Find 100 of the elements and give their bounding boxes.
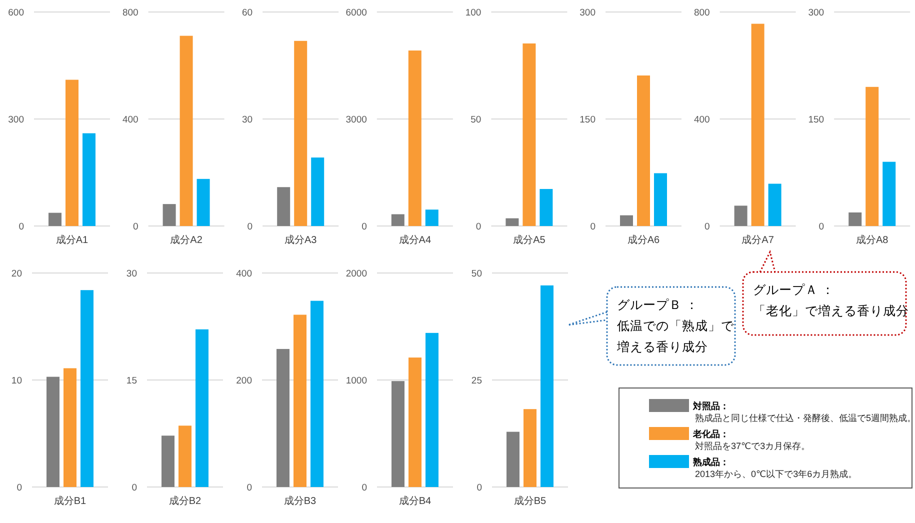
x-tick-label: 成分A1 (56, 234, 89, 246)
x-tick-label: 成分A5 (513, 234, 546, 246)
bar (524, 409, 536, 487)
y-tick-label: 60 (242, 8, 253, 18)
y-tick-label: 800 (122, 8, 138, 18)
y-tick-label: 400 (122, 114, 138, 126)
text: グループＢ ： (617, 298, 698, 312)
bar (48, 212, 62, 226)
bar (162, 204, 176, 226)
bar (522, 43, 536, 226)
y-tick-label: 600 (8, 8, 24, 18)
text: 対照品を37℃で3カ月保存。 (695, 441, 810, 451)
y-tick-label: 150 (580, 114, 596, 126)
y-tick-label: 150 (808, 114, 824, 126)
y-tick-label: 50 (471, 268, 482, 280)
y-tick-label: 200 (236, 376, 252, 386)
bar (82, 133, 96, 226)
x-tick-label: 成分A7 (742, 234, 774, 246)
y-tick-label: 300 (8, 114, 24, 126)
y-tick-label: 0 (16, 482, 22, 494)
legend-label: 熟成品： (692, 457, 729, 467)
y-tick-label: 0 (476, 482, 482, 494)
bar (751, 24, 764, 226)
x-tick-label: 成分A6 (627, 234, 660, 246)
y-tick-label: 25 (471, 376, 482, 386)
bar (391, 214, 404, 226)
bar (310, 300, 324, 487)
bar (540, 285, 554, 487)
y-tick-label: 3000 (346, 114, 367, 126)
y-tick-label: 400 (236, 268, 252, 280)
y-tick-label: 400 (694, 114, 710, 126)
y-tick-label: 800 (694, 8, 710, 18)
y-tick-label: 0 (246, 482, 252, 494)
bar (425, 210, 438, 226)
y-tick-label: 0 (247, 222, 253, 232)
y-tick-label: 0 (133, 222, 138, 232)
bar (408, 50, 422, 226)
bar (64, 368, 76, 487)
bar (66, 80, 78, 226)
bar (506, 218, 519, 226)
y-tick-label: 0 (818, 222, 824, 232)
y-tick-label: 6000 (346, 8, 367, 18)
legend-label: 対照品： (692, 401, 729, 411)
bar (392, 381, 404, 487)
bar (277, 187, 290, 226)
text: 「老化」で増える香り成分 (753, 303, 909, 318)
bar (768, 184, 782, 226)
bar (734, 206, 748, 226)
bar (180, 36, 193, 226)
y-tick-label: 20 (11, 268, 22, 280)
bar (654, 173, 667, 226)
y-tick-label: 15 (126, 376, 137, 386)
x-tick-label: 成分B5 (514, 495, 547, 507)
y-tick-label: 30 (242, 114, 253, 126)
legend-label: 老化品： (692, 429, 729, 439)
y-tick-label: 2000 (346, 268, 367, 280)
bar (540, 188, 553, 226)
text: 2013年から、0℃以下で3年6カ月熟成。 (695, 469, 858, 479)
bar (80, 290, 94, 487)
bar (294, 40, 308, 226)
y-tick-label: 0 (362, 482, 367, 494)
y-tick-label: 0 (362, 222, 367, 232)
y-tick-label: 0 (132, 482, 137, 494)
y-tick-label: 300 (808, 8, 824, 18)
text: 増える香り成分 (616, 339, 708, 354)
y-tick-label: 30 (126, 268, 137, 280)
y-tick-label: 0 (18, 222, 24, 232)
text: 熟成品と同じ仕様で仕込・発酵後、低温で5週間熟成。 (695, 413, 915, 423)
bar (866, 86, 879, 226)
bar (162, 436, 174, 487)
y-tick-label: 300 (580, 8, 596, 18)
y-tick-label: 0 (704, 222, 710, 232)
bar (311, 158, 324, 226)
text: グループＡ ： (753, 283, 834, 297)
bar (637, 75, 650, 226)
x-tick-label: 成分B3 (284, 495, 317, 507)
y-tick-label: 0 (590, 222, 596, 232)
bar (196, 178, 210, 226)
y-tick-label: 1000 (346, 376, 367, 386)
y-tick-label: 0 (476, 222, 482, 232)
x-tick-label: 成分B4 (398, 495, 432, 507)
y-tick-label: 10 (11, 376, 22, 386)
x-tick-label: 成分A4 (398, 234, 432, 246)
bar (276, 348, 290, 487)
x-tick-label: 成分A8 (856, 234, 889, 246)
bar (408, 358, 422, 487)
bar (46, 376, 60, 487)
x-tick-label: 成分A2 (170, 234, 203, 246)
bar (294, 314, 306, 487)
x-tick-label: 成分B1 (54, 495, 87, 507)
bar (620, 215, 633, 226)
bar (178, 426, 192, 487)
y-tick-label: 50 (470, 114, 482, 126)
x-tick-label: 成分A3 (284, 234, 318, 246)
bar (506, 432, 520, 487)
y-tick-label: 100 (465, 8, 482, 18)
bar (196, 329, 208, 487)
bar (426, 332, 438, 487)
bar (848, 212, 862, 226)
text: 低温での「熟成」で (617, 319, 735, 333)
